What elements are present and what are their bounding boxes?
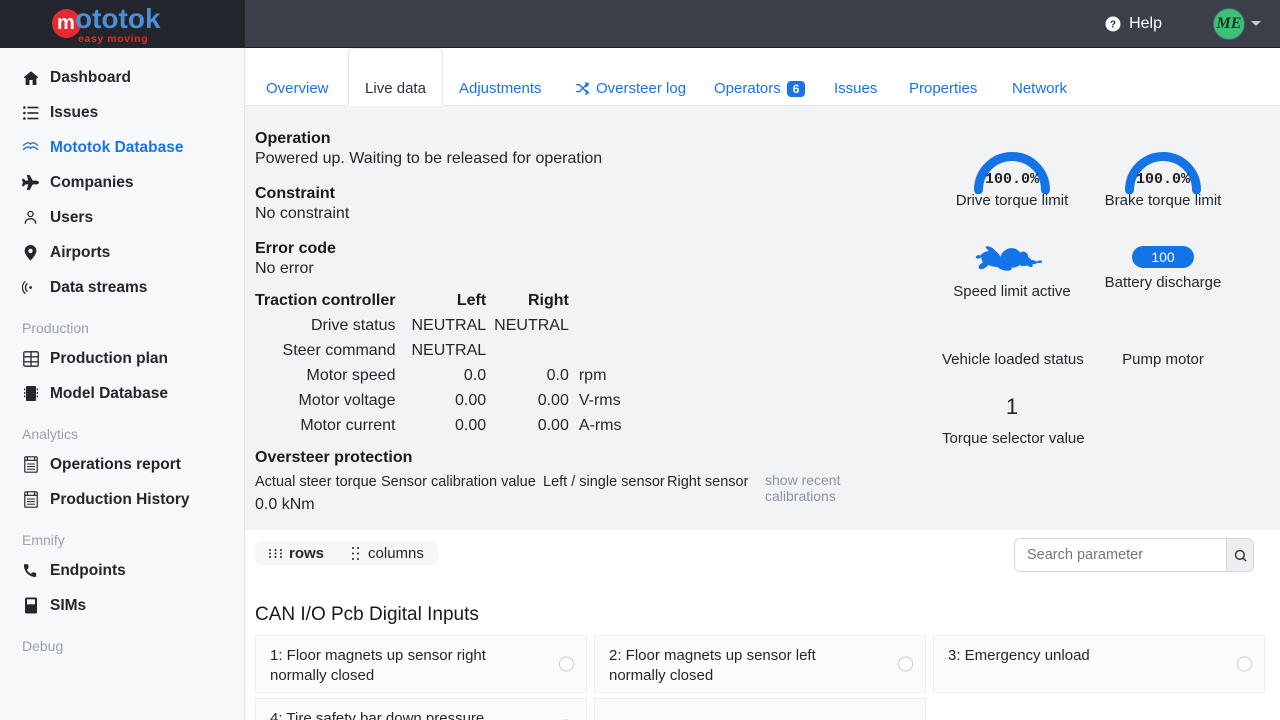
svg-text:?: ? [1110, 19, 1116, 30]
